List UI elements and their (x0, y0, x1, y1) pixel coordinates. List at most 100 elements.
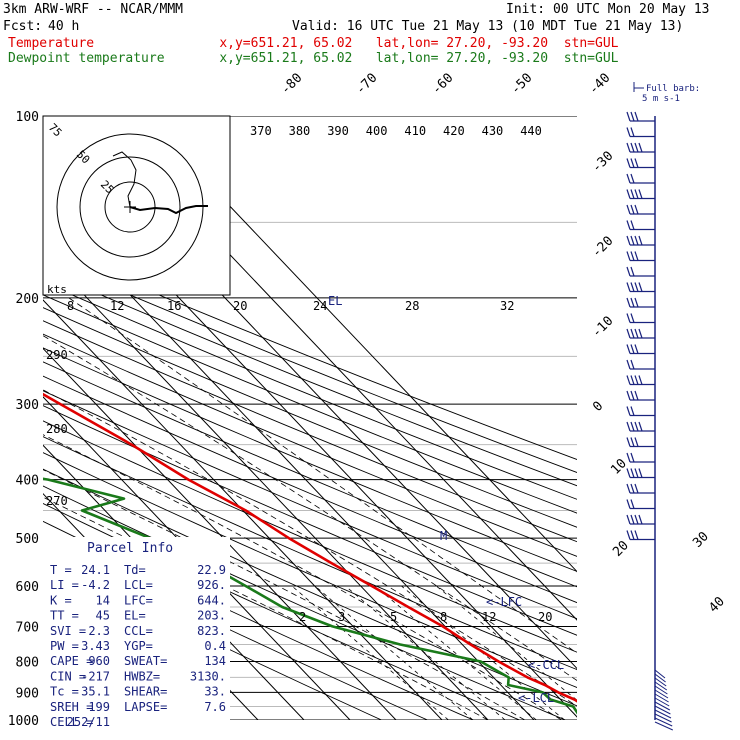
wind-barb-flag (638, 142, 643, 153)
temperature-profile (43, 392, 577, 703)
wind-barb-flag (626, 313, 631, 323)
wind-barb-flag (626, 127, 631, 137)
wind-barb-flag (626, 282, 631, 292)
isotherm (43, 396, 351, 720)
isotherm-label: 30 (690, 529, 712, 551)
wind-barb-flag (626, 251, 631, 261)
parcel-info-title: Parcel Info (87, 541, 173, 556)
theta-label-left: 270 (46, 494, 68, 508)
parcel-value: 644. (197, 593, 226, 607)
isotherm-label: 0 (590, 399, 606, 415)
isotherm-label: -60 (429, 71, 456, 98)
wind-barb-flag (626, 452, 631, 463)
wind-barb-flag (626, 235, 631, 246)
wind-barb-flag (634, 189, 639, 199)
barb-key-value: 5 m s-1 (642, 94, 680, 104)
wind-barb-flag (626, 142, 631, 153)
parcel-value: 926. (197, 578, 226, 592)
mixing-ratio-line (401, 585, 565, 720)
hodograph: 25 50 75 kts (42, 115, 231, 296)
isotherm (43, 347, 397, 720)
isotherm-label: -80 (278, 71, 305, 98)
wind-barb-flag (626, 437, 631, 447)
moist-adiabat (43, 469, 525, 720)
isotherm-label: -20 (589, 234, 616, 261)
wind-barb-column: Full barb: 5 m s-1 (626, 82, 700, 731)
isotherm-label: -70 (353, 71, 380, 98)
wind-barb (654, 717, 673, 727)
parcel-value: 24.1 (81, 563, 110, 577)
mixing-ratio-label: 5 (390, 610, 397, 624)
dewpoint-legend: Dewpoint temperature x,y=651.21, 65.02 l… (8, 51, 619, 66)
parcel-value: 22.9 (197, 563, 226, 577)
wind-barb-flag (630, 297, 635, 308)
wind-barb-flag (626, 530, 631, 540)
annotation-label: EL (328, 294, 342, 308)
annotation-label: <-LCL (518, 691, 554, 705)
mixing-ratio-line (314, 585, 474, 720)
wind-barb-flag (626, 375, 631, 385)
parcel-key: LAPSE= (124, 700, 167, 714)
wind-barb (654, 693, 669, 703)
dry-adiabat (43, 361, 577, 588)
mixing-ratio-label: 12 (482, 610, 496, 624)
wind-barb-flag (626, 220, 631, 230)
wind-barb-flag (626, 297, 631, 308)
wind-barb-flag (626, 173, 631, 184)
isotherm-label: 10 (608, 456, 630, 478)
forecast-label: Fcst: (3, 19, 43, 34)
wind-barb-flag (626, 406, 631, 416)
wind-barb-flag (630, 173, 635, 184)
parcel-key: EL= (124, 609, 146, 623)
isotherm-label: -10 (589, 314, 616, 341)
wind-barb-flag (630, 390, 635, 401)
theta-label-left: 290 (46, 348, 68, 362)
wind-barb-flag (634, 483, 639, 494)
wind-barb-flag (638, 468, 643, 478)
wind-barb-flag (630, 375, 635, 385)
wind-barb-flag (630, 127, 635, 137)
isotherm-label: -30 (589, 149, 616, 176)
wind-barb-flag (626, 514, 631, 525)
wind-barb-flag (638, 328, 643, 339)
hodograph-units: kts (47, 283, 67, 296)
mixing-ratio-label: 24 (313, 299, 327, 313)
hodograph-trace-upper (112, 151, 137, 208)
dry-adiabat (43, 257, 577, 473)
wind-barb-flag (634, 251, 639, 261)
wind-barb-flag (630, 359, 635, 370)
wind-barb-flag (630, 452, 635, 463)
wind-barb-flag (634, 514, 639, 525)
theta-label: 420 (443, 124, 465, 138)
dry-adiabat (43, 452, 577, 689)
dry-adiabat (43, 405, 577, 636)
wind-barb-flag (626, 344, 631, 354)
wind-barb-flag (634, 421, 639, 432)
dry-adiabat (43, 436, 577, 671)
wind-barb-flag (634, 375, 639, 385)
wind-barb (654, 705, 671, 715)
wind-barb (654, 685, 668, 695)
wind-barb-flag (634, 204, 639, 215)
mixing-ratio-label: 28 (405, 299, 419, 313)
parcel-value: 14 (96, 593, 110, 607)
theta-label: 440 (520, 124, 542, 138)
parcel-key: T = (50, 563, 72, 577)
mixing-ratio-label: 3 (338, 610, 345, 624)
pressure-label: 1000 (8, 714, 39, 729)
hodograph-ring (79, 156, 181, 258)
wind-barb (654, 721, 674, 731)
wind-barb-flag (634, 437, 639, 447)
wind-barb-flag (630, 189, 635, 199)
wind-barb-flag (634, 390, 639, 401)
wind-barb-flag (626, 499, 631, 509)
dewpoint-profile (43, 477, 577, 715)
forecast-hours: 40 h (48, 19, 80, 34)
dry-adiabat (43, 281, 577, 500)
parcel-key: SHEAR= (124, 685, 167, 699)
wind-barb-flag (638, 514, 643, 525)
pressure-label: 900 (16, 686, 39, 701)
wind-barb (654, 681, 668, 691)
wind-barb-flag (630, 437, 635, 447)
wind-barb-flag (626, 204, 631, 215)
